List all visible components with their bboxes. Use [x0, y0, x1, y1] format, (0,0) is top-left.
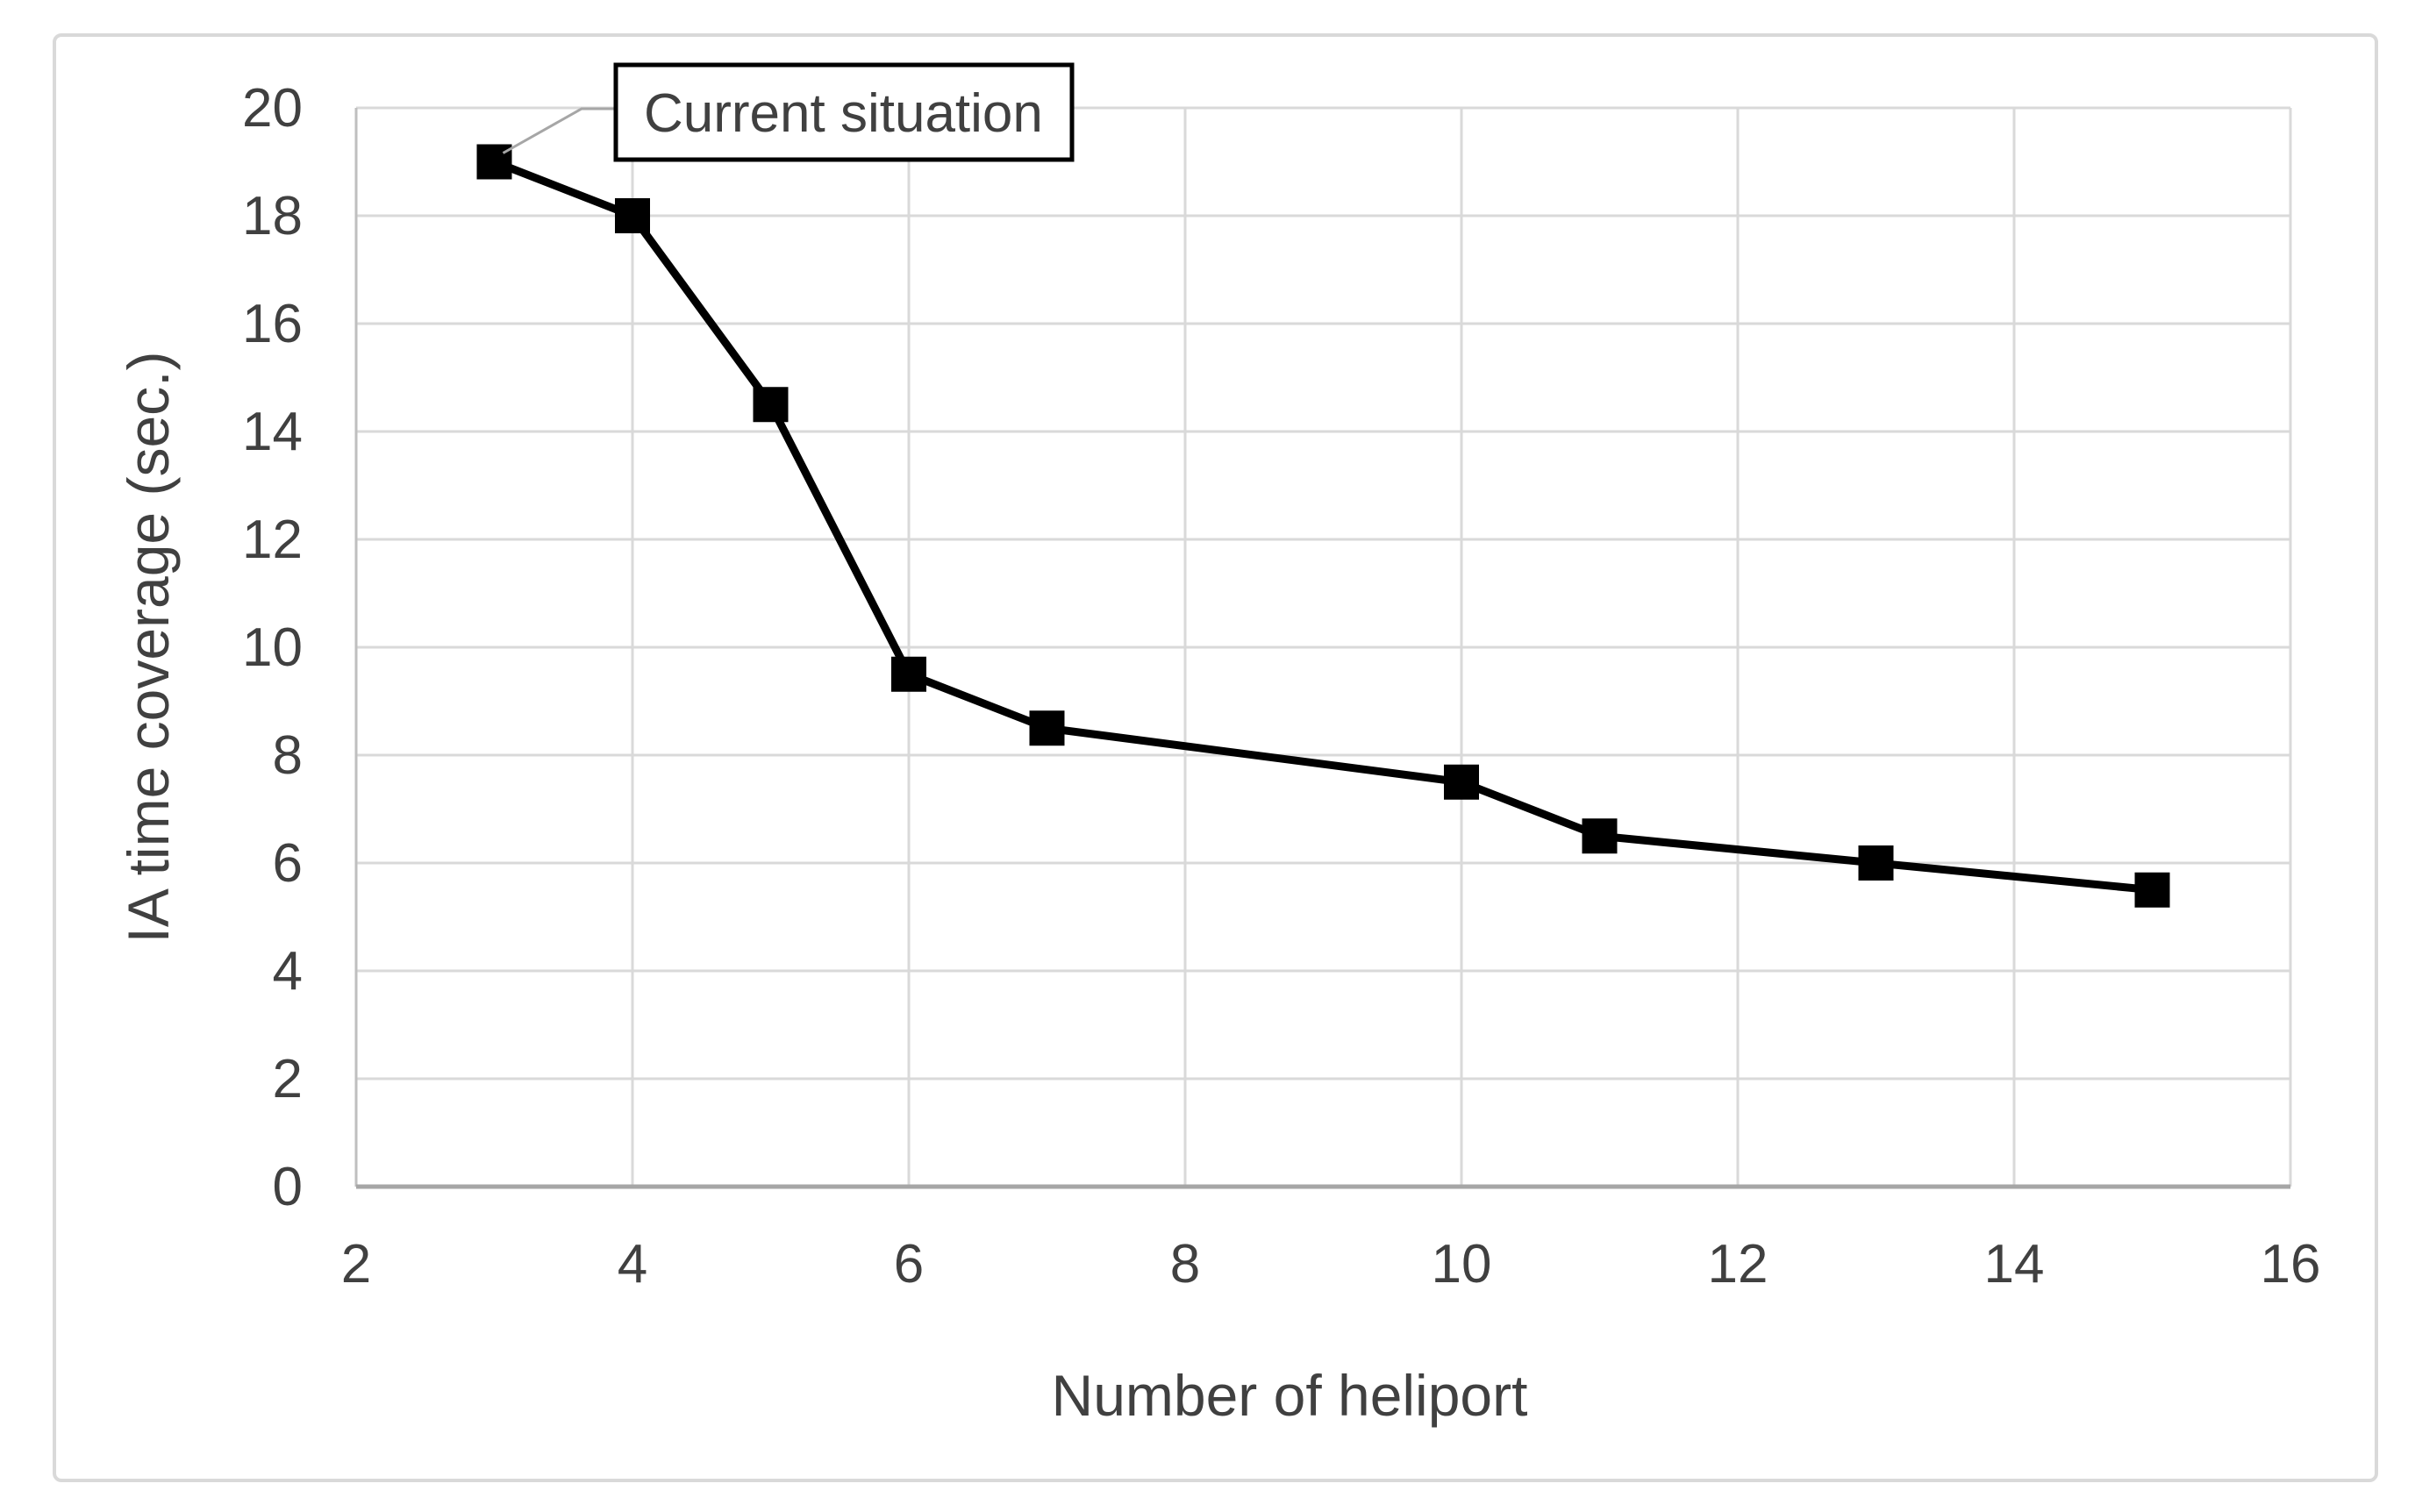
y-tick-label: 20	[242, 78, 303, 139]
x-tick-label: 16	[2261, 1234, 2321, 1294]
data-point-marker	[891, 656, 926, 692]
x-tick-label: 8	[1170, 1234, 1200, 1294]
x-axis-title: Number of heliport	[1052, 1363, 1528, 1428]
chart-frame	[53, 33, 2378, 1482]
x-tick-label: 6	[894, 1234, 924, 1294]
data-point-marker	[1029, 710, 1065, 746]
data-point-marker	[476, 144, 512, 180]
series-line	[492, 158, 2153, 895]
x-tick-label: 10	[1432, 1234, 1492, 1294]
x-tick-label: 14	[1984, 1234, 2045, 1294]
x-tick-label: 4	[618, 1234, 647, 1294]
y-tick-label: 14	[242, 402, 303, 462]
y-tick-label: 16	[242, 294, 303, 354]
x-tick-label: 12	[1708, 1234, 1768, 1294]
x-tick-label: 2	[341, 1234, 371, 1294]
y-tick-label: 12	[242, 510, 303, 570]
y-tick-label: 6	[273, 833, 303, 894]
annotation-callout-box	[613, 62, 1075, 162]
data-point-marker	[1444, 764, 1479, 800]
data-point-marker	[615, 198, 650, 233]
y-tick-label: 8	[273, 725, 303, 786]
y-axis-title: IA time coverage (sec.)	[116, 352, 181, 944]
y-tick-label: 18	[242, 186, 303, 246]
data-point-marker	[1858, 845, 1894, 881]
y-tick-label: 10	[242, 617, 303, 678]
data-point-marker	[753, 387, 789, 423]
annotation-label: Current situation	[644, 83, 1043, 144]
y-tick-label: 0	[273, 1157, 303, 1217]
y-tick-label: 4	[273, 941, 303, 1002]
data-point-marker	[1582, 818, 1618, 854]
y-tick-label: 2	[273, 1049, 303, 1109]
data-point-marker	[2134, 872, 2170, 908]
annotation-leader-line	[502, 107, 616, 154]
